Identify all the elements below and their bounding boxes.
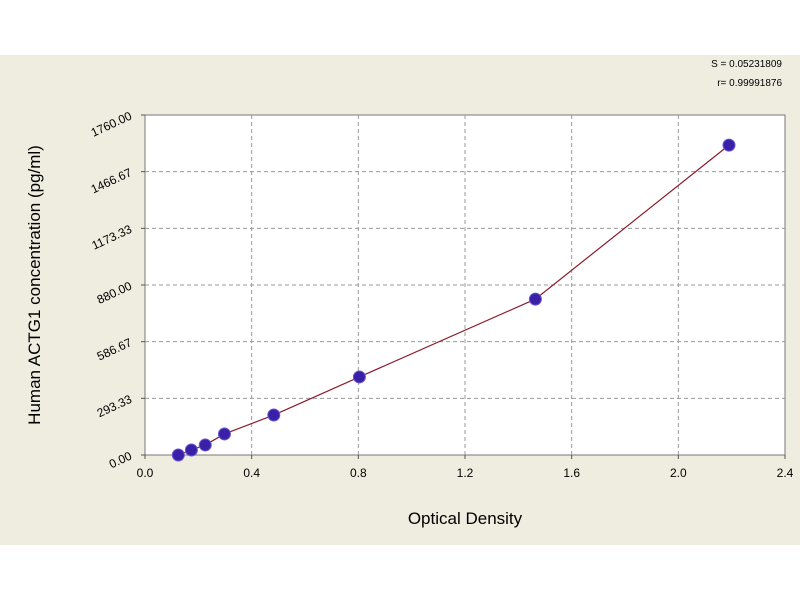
x-tick-label: 0.8	[350, 466, 367, 480]
data-point	[722, 138, 736, 152]
annotation: S = 0.05231809	[711, 59, 782, 70]
x-tick-label: 0.0	[137, 466, 154, 480]
x-axis-title: Optical Density	[408, 509, 523, 528]
data-point	[267, 408, 281, 422]
annotation: r= 0.99991876	[717, 78, 782, 89]
x-tick-label: 2.4	[777, 466, 794, 480]
data-point	[198, 438, 212, 452]
x-tick-label: 0.4	[243, 466, 260, 480]
x-tick-label: 1.2	[457, 466, 474, 480]
data-point	[528, 292, 542, 306]
y-axis-title: Human ACTG1 concentration (pg/ml)	[25, 145, 44, 425]
data-point	[184, 443, 198, 457]
data-point	[171, 448, 185, 462]
x-tick-label: 2.0	[670, 466, 687, 480]
data-point	[352, 370, 366, 384]
x-tick-label: 1.6	[563, 466, 580, 480]
data-point	[217, 427, 231, 441]
